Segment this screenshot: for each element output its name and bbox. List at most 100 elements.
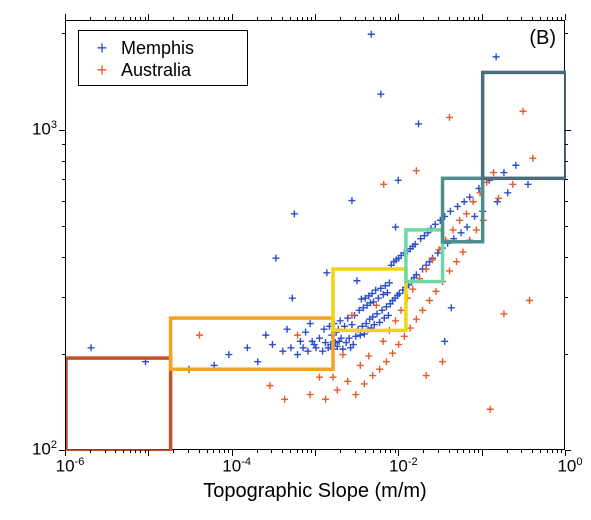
tick-mark bbox=[140, 450, 141, 453]
tick-mark bbox=[65, 450, 66, 456]
tick-mark bbox=[457, 17, 458, 20]
tick-mark bbox=[62, 226, 65, 227]
tick-mark bbox=[365, 450, 366, 453]
tick-mark bbox=[449, 17, 450, 20]
tick-mark bbox=[290, 17, 291, 20]
tick-mark bbox=[228, 17, 229, 20]
legend-label: Memphis bbox=[121, 37, 194, 59]
tick-mark bbox=[565, 144, 568, 145]
tick-mark bbox=[271, 450, 272, 453]
tick-mark bbox=[90, 17, 91, 20]
tick-mark bbox=[482, 450, 483, 456]
y-tick-label: 103 bbox=[32, 119, 57, 140]
tick-mark bbox=[130, 450, 131, 453]
tick-mark bbox=[355, 450, 356, 453]
x-axis-label: Topographic Slope (m/m) bbox=[65, 480, 565, 503]
tick-mark bbox=[140, 17, 141, 20]
tick-mark bbox=[290, 450, 291, 453]
tick-mark bbox=[385, 17, 386, 20]
tick-mark bbox=[315, 14, 316, 20]
tick-mark bbox=[148, 14, 149, 20]
tick-mark bbox=[115, 450, 116, 453]
panel-label: (B) bbox=[529, 27, 556, 50]
tick-mark bbox=[130, 17, 131, 20]
tick-mark bbox=[311, 17, 312, 20]
tick-mark bbox=[62, 354, 65, 355]
tick-mark bbox=[115, 17, 116, 20]
tick-mark bbox=[395, 17, 396, 20]
tick-mark bbox=[390, 450, 391, 453]
tick-mark bbox=[311, 450, 312, 453]
tick-mark bbox=[565, 130, 571, 131]
tick-mark bbox=[474, 450, 475, 453]
tick-mark bbox=[257, 450, 258, 453]
tick-mark bbox=[469, 450, 470, 453]
tick-mark bbox=[532, 17, 533, 20]
tick-mark bbox=[565, 450, 571, 451]
legend-marker-icon: + bbox=[89, 59, 115, 81]
tick-mark bbox=[105, 17, 106, 20]
tick-mark bbox=[145, 450, 146, 453]
tick-mark bbox=[557, 450, 558, 453]
tick-mark bbox=[478, 450, 479, 453]
tick-mark bbox=[547, 17, 548, 20]
tick-mark bbox=[565, 14, 566, 20]
tick-mark bbox=[62, 257, 65, 258]
x-tick-label: 100 bbox=[545, 456, 591, 477]
tick-mark bbox=[457, 450, 458, 453]
tick-mark bbox=[474, 17, 475, 20]
tick-mark bbox=[390, 17, 391, 20]
tick-mark bbox=[482, 14, 483, 20]
tick-mark bbox=[423, 17, 424, 20]
tick-mark bbox=[148, 450, 149, 456]
tick-mark bbox=[398, 14, 399, 20]
legend-marker-icon: + bbox=[89, 37, 115, 59]
tick-mark bbox=[469, 17, 470, 20]
tick-mark bbox=[135, 450, 136, 453]
tick-mark bbox=[199, 450, 200, 453]
tick-mark bbox=[59, 450, 65, 451]
tick-mark bbox=[232, 450, 233, 456]
tick-mark bbox=[282, 17, 283, 20]
tick-mark bbox=[449, 450, 450, 453]
tick-mark bbox=[135, 17, 136, 20]
tick-mark bbox=[547, 450, 548, 453]
tick-mark bbox=[173, 450, 174, 453]
tick-mark bbox=[307, 17, 308, 20]
tick-mark bbox=[385, 450, 386, 453]
tick-mark bbox=[207, 450, 208, 453]
tick-mark bbox=[565, 257, 568, 258]
tick-mark bbox=[105, 450, 106, 453]
tick-mark bbox=[507, 450, 508, 453]
tick-mark bbox=[532, 450, 533, 453]
tick-mark bbox=[438, 17, 439, 20]
tick-mark bbox=[521, 17, 522, 20]
tick-mark bbox=[540, 450, 541, 453]
tick-mark bbox=[297, 17, 298, 20]
tick-mark bbox=[224, 450, 225, 453]
tick-mark bbox=[62, 33, 65, 34]
tick-mark bbox=[302, 17, 303, 20]
tick-mark bbox=[123, 17, 124, 20]
tick-mark bbox=[297, 450, 298, 453]
tick-mark bbox=[398, 450, 399, 456]
tick-mark bbox=[521, 450, 522, 453]
tick-mark bbox=[188, 450, 189, 453]
tick-mark bbox=[557, 17, 558, 20]
legend-item: + Australia bbox=[89, 59, 237, 81]
tick-mark bbox=[224, 17, 225, 20]
tick-mark bbox=[145, 17, 146, 20]
tick-mark bbox=[282, 450, 283, 453]
tick-mark bbox=[478, 17, 479, 20]
tick-mark bbox=[565, 161, 568, 162]
tick-mark bbox=[315, 450, 316, 456]
tick-mark bbox=[340, 17, 341, 20]
y-tick-label: 102 bbox=[32, 439, 57, 460]
tick-mark bbox=[307, 450, 308, 453]
legend-label: Australia bbox=[121, 59, 191, 81]
tick-mark bbox=[438, 450, 439, 453]
tick-mark bbox=[65, 14, 66, 20]
tick-mark bbox=[213, 450, 214, 453]
x-tick-label: 10-4 bbox=[212, 456, 262, 477]
tick-mark bbox=[90, 450, 91, 453]
